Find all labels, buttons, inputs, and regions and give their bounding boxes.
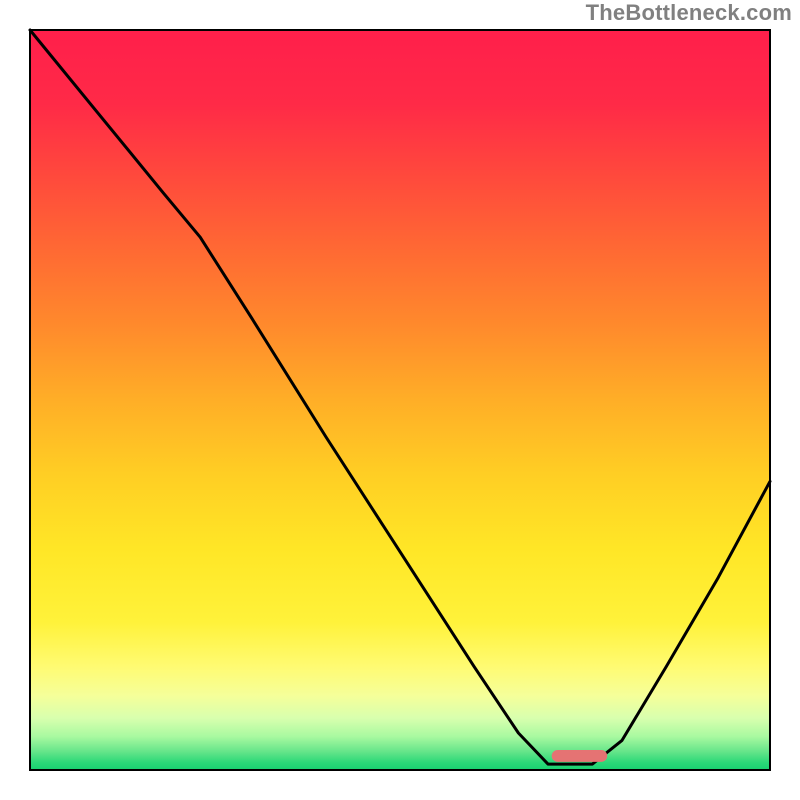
optimal-marker <box>552 750 608 762</box>
chart-container: TheBottleneck.com <box>0 0 800 800</box>
plot-background <box>30 30 770 770</box>
bottleneck-chart <box>0 0 800 800</box>
watermark-label: TheBottleneck.com <box>586 0 792 26</box>
